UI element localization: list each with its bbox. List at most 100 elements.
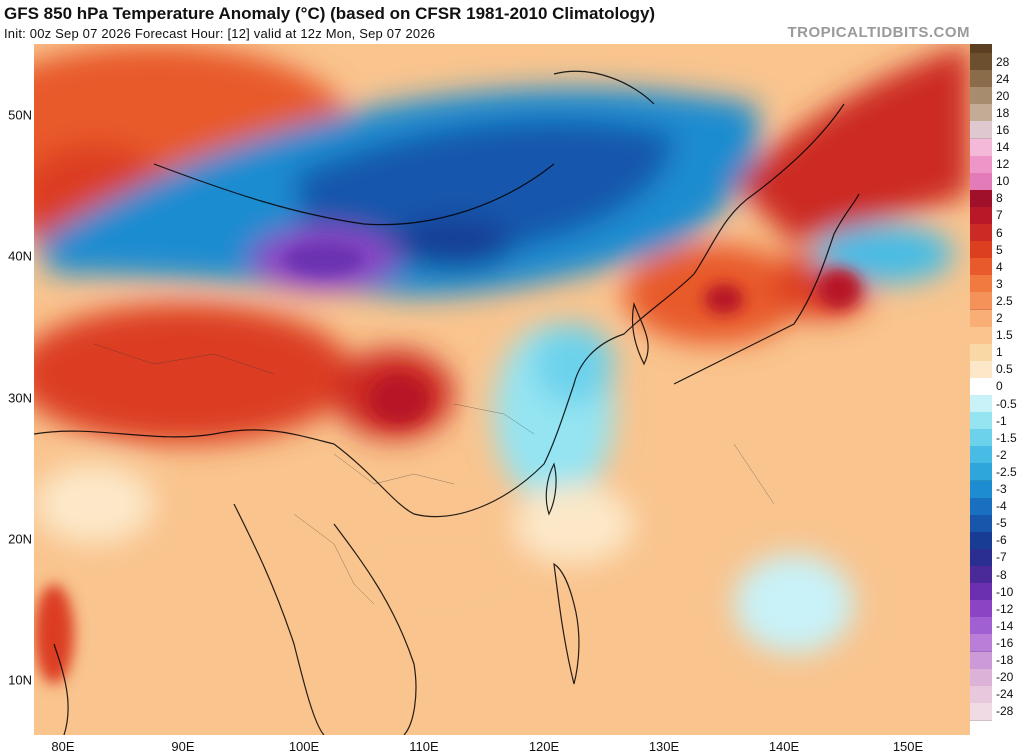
colorbar-swatch [970, 463, 992, 482]
colorbar-label: 7 [996, 208, 1003, 223]
colorbar-row: -3 [970, 480, 1024, 499]
colorbar-label: -6 [996, 533, 1007, 548]
colorbar-swatch [970, 600, 992, 619]
colorbar-row: 6 [970, 224, 1024, 243]
colorbar-row: -2 [970, 446, 1024, 465]
colorbar-row: 28 [970, 53, 1024, 72]
colorbar-label: -1 [996, 413, 1007, 428]
colorbar-swatch [970, 514, 992, 533]
colorbar-label: -14 [996, 618, 1014, 633]
colorbar-label: 24 [996, 71, 1010, 86]
colorbar-row: 2.5 [970, 292, 1024, 311]
colorbar-swatch [970, 566, 992, 585]
colorbar-row: -5 [970, 514, 1024, 533]
colorbar-label: -2 [996, 447, 1007, 462]
colorbar-row: -6 [970, 531, 1024, 550]
colorbar-label: -3 [996, 482, 1007, 497]
colorbar-row: -24 [970, 685, 1024, 704]
colorbar-swatch [970, 480, 992, 499]
colorbar-row: -0.5 [970, 395, 1024, 414]
colorbar-row: -18 [970, 651, 1024, 670]
colorbar-label: -10 [996, 584, 1014, 599]
colorbar-row: 1 [970, 343, 1024, 362]
lon-label: 140E [768, 739, 800, 754]
colorbar-swatch [970, 617, 992, 636]
colorbar-label: -4 [996, 499, 1007, 514]
lat-label: 20N [8, 531, 32, 547]
colorbar-row: 10 [970, 172, 1024, 191]
colorbar-row: 12 [970, 155, 1024, 174]
colorbar-swatch [970, 548, 992, 567]
colorbar-swatch [970, 292, 992, 311]
colorbar-swatch [970, 395, 992, 414]
colorbar-row: -20 [970, 668, 1024, 687]
colorbar-row: 0 [970, 377, 1024, 396]
colorbar-swatch [970, 668, 992, 687]
colorbar-swatch [970, 87, 992, 106]
colorbar-swatch [970, 685, 992, 704]
colorbar-label: 3 [996, 276, 1003, 291]
lat-label: 50N [8, 107, 32, 123]
colorbar-label: -5 [996, 516, 1007, 531]
colorbar-label: -7 [996, 550, 1007, 565]
colorbar-swatch [970, 309, 992, 328]
colorbar-label: 0.5 [996, 362, 1013, 377]
map-title: GFS 850 hPa Temperature Anomaly (°C) (ba… [4, 4, 656, 23]
colorbar-row: 2 [970, 309, 1024, 328]
colorbar-swatch [970, 531, 992, 550]
lon-label: 150E [892, 739, 924, 754]
colorbar-label: 20 [996, 88, 1010, 103]
colorbar-label: -18 [996, 653, 1014, 668]
colorbar-row: 5 [970, 241, 1024, 260]
colorbar-label: 2.5 [996, 293, 1013, 308]
lon-label: 120E [528, 739, 560, 754]
colorbar-swatch [970, 446, 992, 465]
colorbar-swatch [970, 343, 992, 362]
lat-label: 40N [8, 248, 32, 264]
colorbar-label: 1.5 [996, 328, 1013, 343]
colorbar-row: 20 [970, 87, 1024, 106]
lon-label: 100E [288, 739, 320, 754]
longitude-axis: 80E 90E 100E 110E 120E 130E 140E 150E [34, 735, 970, 756]
colorbar-label: -8 [996, 567, 1007, 582]
colorbar-label: -16 [996, 635, 1014, 650]
colorbar-row: -8 [970, 566, 1024, 585]
colorbar-swatch [970, 172, 992, 191]
colorbar-swatch [970, 138, 992, 157]
colorbar-label: 1 [996, 345, 1003, 360]
colorbar-row: -10 [970, 583, 1024, 602]
colorbar-row: -4 [970, 497, 1024, 516]
colorbar-row: 7 [970, 206, 1024, 225]
colorbar-label: -20 [996, 670, 1014, 685]
lon-label: 80E [51, 739, 75, 754]
colorbar-swatch [970, 634, 992, 653]
colorbar-swatch [970, 275, 992, 294]
colorbar-row: -2.5 [970, 463, 1024, 482]
colorbar-label: -1.5 [996, 430, 1017, 445]
brand-watermark[interactable]: TROPICALTIDBITS.COM [787, 24, 970, 41]
latitude-axis: 50N 40N 30N 20N 10N [0, 44, 34, 735]
lon-label: 130E [648, 739, 680, 754]
colorbar-swatch [970, 583, 992, 602]
colorbar-label: 28 [996, 54, 1010, 69]
colorbar-swatch [970, 258, 992, 277]
colorbar-label: 4 [996, 259, 1003, 274]
colorbar-swatch [970, 360, 992, 379]
anomaly-field [0, 44, 970, 736]
colorbar-label: -12 [996, 601, 1014, 616]
colorbar-label: 14 [996, 140, 1010, 155]
colorbar-row: -12 [970, 600, 1024, 619]
colorbar-swatch [970, 412, 992, 431]
colorbar-swatch [970, 377, 992, 396]
colorbar-label: -24 [996, 687, 1014, 702]
colorbar-row: 1.5 [970, 326, 1024, 345]
colorbar-swatch [970, 326, 992, 345]
colorbar-row: 16 [970, 121, 1024, 140]
colorbar-label: 10 [996, 174, 1010, 189]
colorbar-swatch [970, 189, 992, 208]
anomaly-map [0, 44, 970, 736]
colorbar-swatch [970, 104, 992, 123]
lon-label: 90E [171, 739, 195, 754]
colorbar-label: 18 [996, 105, 1010, 120]
colorbar-label: 6 [996, 225, 1003, 240]
